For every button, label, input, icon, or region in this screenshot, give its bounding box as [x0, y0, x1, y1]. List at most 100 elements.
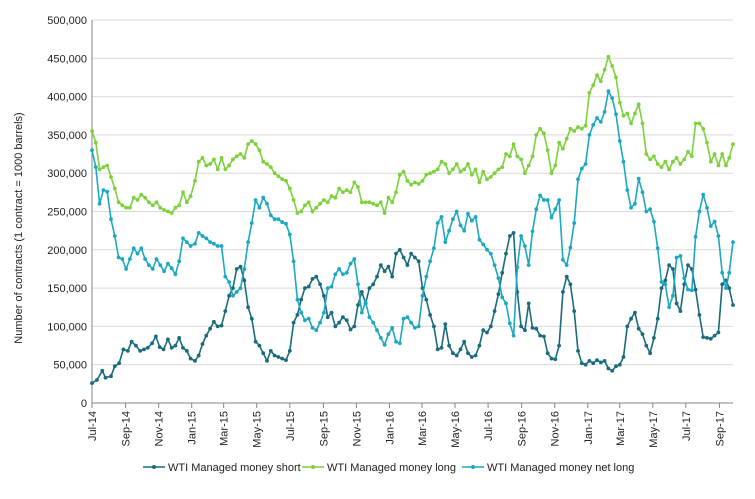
- data-point: [553, 207, 558, 212]
- data-point: [143, 195, 148, 200]
- data-point: [428, 171, 432, 176]
- data-point: [614, 75, 618, 80]
- data-point: [253, 339, 258, 344]
- data-point: [109, 217, 113, 222]
- data-point: [276, 217, 281, 222]
- data-point: [519, 324, 523, 329]
- data-point: [473, 215, 478, 219]
- data-point: [636, 102, 641, 107]
- data-point: [602, 67, 607, 72]
- data-point: [462, 339, 467, 344]
- data-point: [375, 274, 379, 279]
- data-point: [352, 180, 357, 185]
- data-point: [193, 179, 197, 183]
- data-point: [458, 169, 463, 174]
- y-tick-label: 400,000: [47, 92, 87, 104]
- series-3: [90, 89, 735, 347]
- data-point: [356, 303, 360, 307]
- data-point: [363, 200, 368, 205]
- data-point: [652, 336, 656, 340]
- data-point: [231, 293, 235, 298]
- data-point: [177, 336, 182, 340]
- data-point: [492, 171, 497, 176]
- data-point: [101, 165, 106, 170]
- data-point: [523, 171, 527, 176]
- data-point: [500, 165, 505, 170]
- data-point: [234, 290, 239, 294]
- data-point: [705, 140, 709, 145]
- data-point: [329, 194, 334, 199]
- data-point: [352, 324, 357, 329]
- data-point: [124, 205, 128, 210]
- data-point: [621, 355, 626, 359]
- data-point: [511, 142, 516, 147]
- data-point: [401, 169, 406, 174]
- data-point: [219, 156, 224, 160]
- data-point: [678, 162, 683, 166]
- data-point: [519, 157, 523, 162]
- data-point: [405, 263, 410, 267]
- data-point: [636, 176, 641, 181]
- data-point: [515, 265, 520, 270]
- data-point: [124, 267, 128, 271]
- data-point: [416, 324, 421, 329]
- data-point: [454, 162, 459, 166]
- data-point: [188, 194, 193, 199]
- data-point: [134, 343, 138, 348]
- data-point: [242, 156, 247, 160]
- data-point: [598, 79, 603, 84]
- data-point: [242, 278, 247, 283]
- data-point: [166, 337, 170, 342]
- data-point: [469, 172, 474, 177]
- data-point: [731, 240, 735, 245]
- data-point: [188, 244, 193, 248]
- data-point: [564, 136, 569, 141]
- legend-marker: [311, 465, 315, 469]
- data-point: [249, 139, 254, 143]
- x-tick-label: Jul-15: [285, 411, 297, 441]
- data-point: [276, 355, 281, 359]
- data-point: [310, 326, 315, 330]
- data-point: [145, 345, 150, 350]
- data-point: [542, 334, 546, 339]
- data-point: [511, 333, 516, 338]
- data-point: [200, 342, 205, 346]
- data-point: [602, 359, 607, 363]
- data-point: [485, 330, 489, 335]
- legend: WTI Managed money short WTI Managed money…: [143, 462, 634, 474]
- data-point: [451, 167, 455, 172]
- data-point: [386, 264, 391, 269]
- data-point: [295, 211, 300, 215]
- data-point: [488, 251, 493, 256]
- data-point: [208, 162, 213, 166]
- data-point: [530, 326, 535, 330]
- data-point: [720, 270, 725, 275]
- data-point: [674, 301, 679, 306]
- data-point: [716, 330, 721, 335]
- data-point: [166, 209, 170, 214]
- data-point: [97, 167, 102, 172]
- data-point: [95, 378, 99, 382]
- data-point: [697, 209, 702, 214]
- data-point: [693, 121, 698, 126]
- data-point: [705, 205, 709, 210]
- gridlines: [92, 19, 733, 366]
- data-point: [341, 190, 345, 195]
- data-point: [200, 234, 205, 238]
- data-point: [272, 217, 277, 222]
- data-point: [150, 203, 155, 208]
- data-point: [447, 228, 451, 233]
- data-point: [614, 364, 618, 369]
- data-point: [443, 162, 448, 166]
- data-point: [154, 200, 159, 205]
- y-tick-label: 500,000: [47, 15, 87, 27]
- y-tick-label: 50,000: [53, 360, 87, 372]
- data-point: [234, 154, 239, 159]
- data-point: [405, 315, 410, 320]
- data-point: [242, 267, 247, 271]
- data-point: [671, 159, 675, 164]
- data-point: [674, 255, 679, 260]
- data-point: [397, 172, 402, 177]
- data-point: [150, 267, 155, 271]
- data-point: [606, 89, 611, 94]
